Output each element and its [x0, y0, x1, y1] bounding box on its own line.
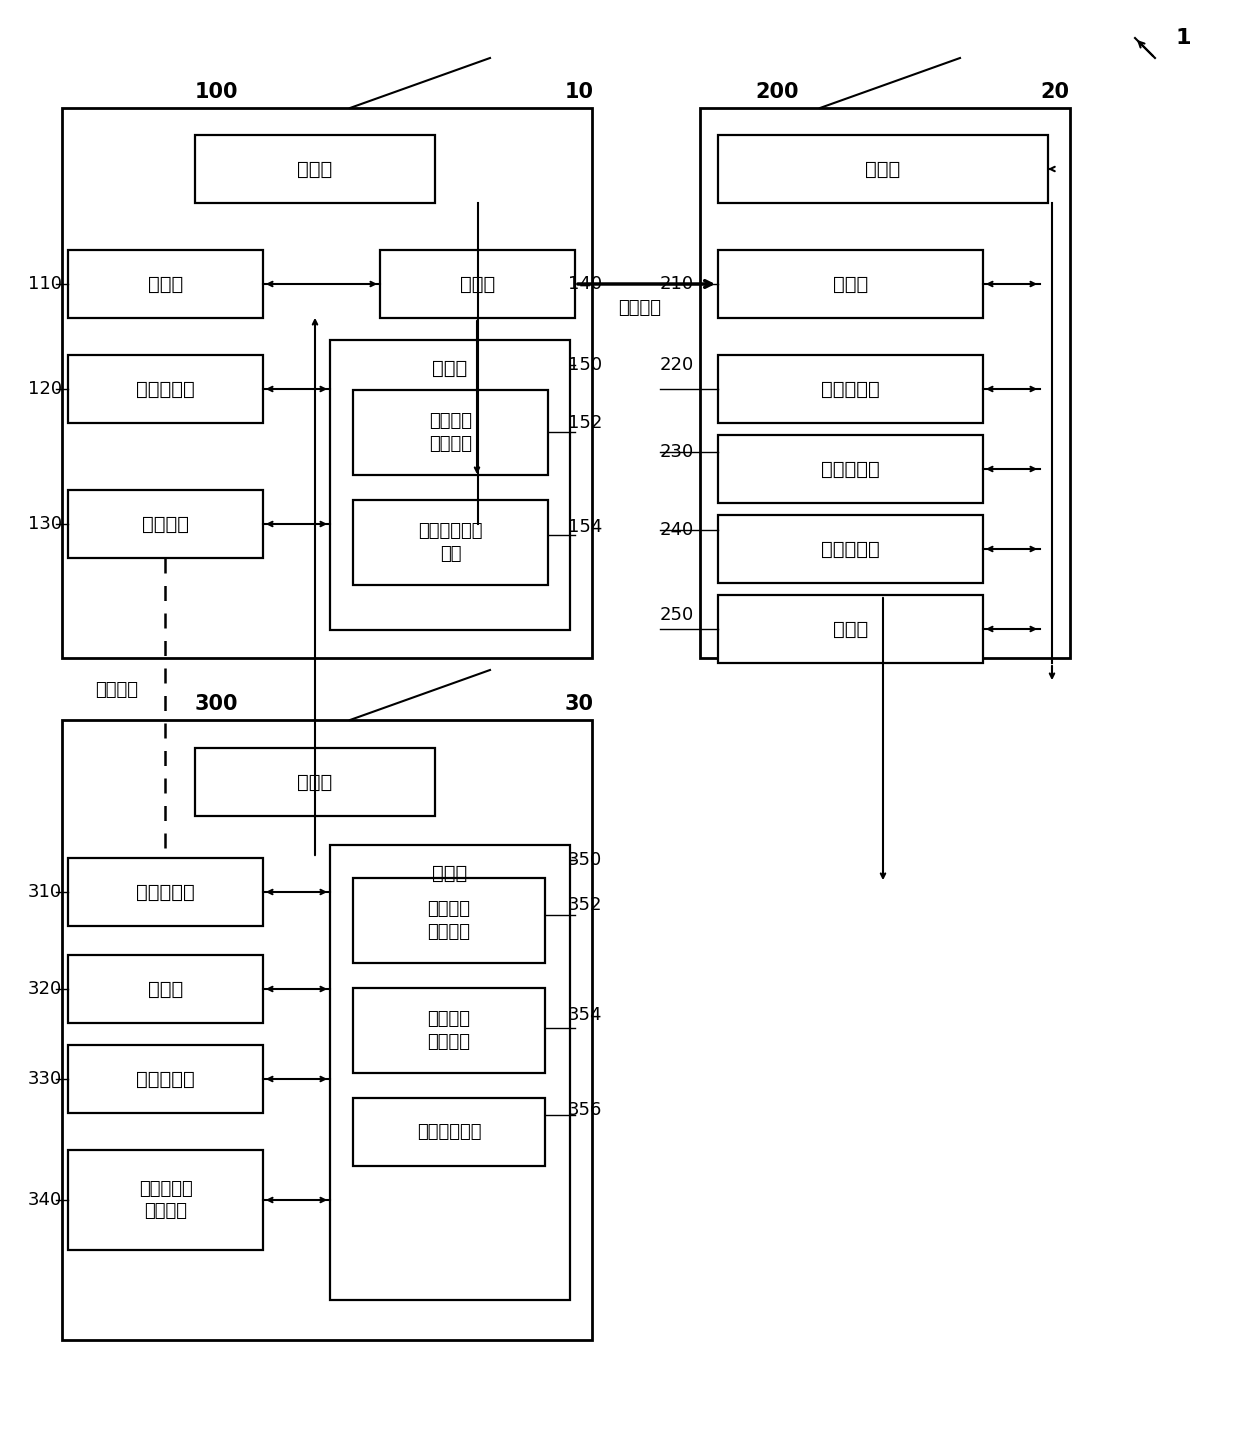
- Text: 340: 340: [29, 1190, 62, 1209]
- Text: 操作输入部: 操作输入部: [136, 380, 195, 399]
- Text: 154: 154: [568, 518, 603, 536]
- Text: 图像形成部: 图像形成部: [821, 539, 880, 558]
- Text: 图像数据
接收应用: 图像数据 接收应用: [428, 1011, 470, 1051]
- Bar: [62, 721, 591, 1340]
- Bar: [68, 1045, 263, 1114]
- Text: 320: 320: [29, 980, 62, 998]
- Text: 无线通信: 无线通信: [95, 682, 138, 699]
- Text: 通信部: 通信部: [833, 274, 868, 293]
- Text: 152: 152: [568, 415, 603, 432]
- Text: 1: 1: [1176, 28, 1190, 48]
- Text: 310: 310: [29, 883, 62, 900]
- Text: 接收信号强
度测量部: 接收信号强 度测量部: [139, 1180, 192, 1219]
- Bar: [718, 355, 983, 423]
- Text: 有线通信: 有线通信: [618, 299, 661, 318]
- Bar: [701, 107, 1070, 658]
- Text: 356: 356: [568, 1101, 603, 1119]
- Bar: [353, 879, 546, 963]
- Bar: [68, 249, 263, 318]
- Text: 10: 10: [565, 83, 594, 102]
- Text: 100: 100: [195, 83, 238, 102]
- Bar: [718, 594, 983, 663]
- Bar: [330, 845, 570, 1301]
- Text: 150: 150: [568, 357, 603, 374]
- Text: 存储部: 存储部: [833, 619, 868, 638]
- Bar: [718, 135, 1048, 203]
- Bar: [330, 339, 570, 629]
- Text: 接收信号强度
列表: 接收信号强度 列表: [418, 522, 482, 563]
- Text: 210: 210: [660, 276, 694, 293]
- Bar: [718, 249, 983, 318]
- Text: 显示部: 显示部: [148, 980, 184, 999]
- Text: 无线通信部: 无线通信部: [136, 883, 195, 902]
- Text: 110: 110: [29, 276, 62, 293]
- Text: 控制部: 控制部: [866, 160, 900, 178]
- Text: 控制部: 控制部: [298, 773, 332, 792]
- Bar: [379, 249, 575, 318]
- Bar: [68, 858, 263, 927]
- Text: 220: 220: [660, 357, 694, 374]
- Text: 图像数据
存储区域: 图像数据 存储区域: [429, 412, 472, 452]
- Bar: [353, 390, 548, 476]
- Text: 200: 200: [755, 83, 799, 102]
- Bar: [195, 135, 435, 203]
- Bar: [718, 515, 983, 583]
- Text: 240: 240: [660, 521, 694, 539]
- Bar: [353, 1098, 546, 1166]
- Text: 接入点部: 接入点部: [143, 515, 188, 534]
- Text: 330: 330: [29, 1070, 62, 1088]
- Bar: [68, 956, 263, 1024]
- Text: 操作输入部: 操作输入部: [136, 1070, 195, 1089]
- Bar: [68, 490, 263, 558]
- Bar: [195, 748, 435, 816]
- Text: 终端装置信息: 终端装置信息: [417, 1122, 481, 1141]
- Text: 120: 120: [29, 380, 62, 397]
- Text: 显示部: 显示部: [148, 274, 184, 293]
- Bar: [68, 355, 263, 423]
- Bar: [62, 107, 591, 658]
- Text: 存储部: 存储部: [433, 358, 467, 377]
- Text: 230: 230: [660, 444, 694, 461]
- Text: 354: 354: [568, 1006, 603, 1024]
- Bar: [353, 987, 546, 1073]
- Text: 352: 352: [568, 896, 603, 914]
- Bar: [718, 435, 983, 503]
- Text: 350: 350: [568, 851, 603, 869]
- Text: 20: 20: [1040, 83, 1069, 102]
- Text: 300: 300: [195, 695, 238, 713]
- Text: 存储部: 存储部: [433, 864, 467, 883]
- Text: 图像处理部: 图像处理部: [821, 460, 880, 479]
- Text: 原稿读取部: 原稿读取部: [821, 380, 880, 399]
- Text: 30: 30: [565, 695, 594, 713]
- Bar: [353, 500, 548, 584]
- Text: 140: 140: [568, 276, 603, 293]
- Text: 通信部: 通信部: [460, 274, 495, 293]
- Bar: [68, 1150, 263, 1250]
- Text: 控制部: 控制部: [298, 160, 332, 178]
- Text: 250: 250: [660, 606, 694, 624]
- Text: 图像数据
存储区域: 图像数据 存储区域: [428, 900, 470, 941]
- Text: 130: 130: [29, 515, 62, 534]
